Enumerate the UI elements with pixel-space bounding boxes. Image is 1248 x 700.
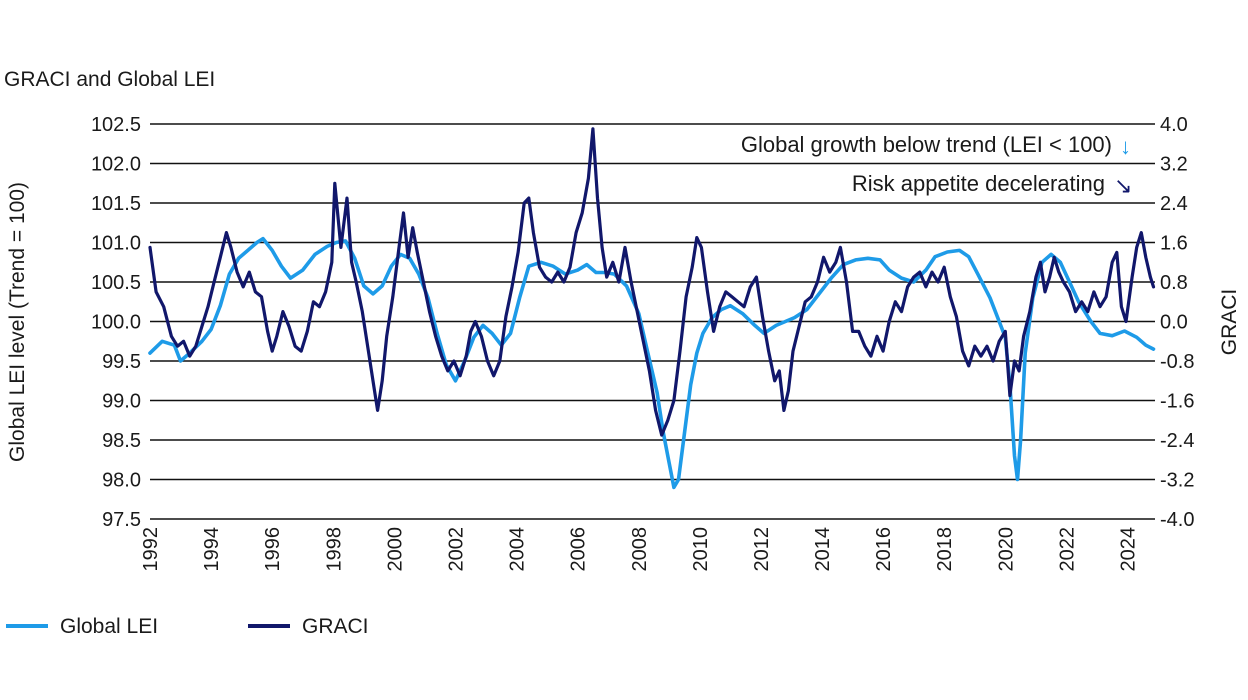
x-tick-label: 2018 [934, 527, 956, 572]
x-tick-label: 2024 [1118, 527, 1140, 572]
x-tick-label: 1992 [140, 527, 162, 572]
down-arrow-icon: ↓ [1120, 134, 1131, 159]
left-tick-label: 99.5 [102, 351, 141, 373]
x-tick-label: 2012 [751, 527, 773, 572]
legend-label: GRACI [302, 615, 369, 638]
x-tick-label: 2008 [629, 527, 651, 572]
left-tick-label: 100.5 [91, 272, 141, 294]
left-tick-label: 99.0 [102, 391, 141, 413]
right-tick-label: 1.6 [1160, 233, 1188, 255]
x-tick-label: 2010 [690, 527, 712, 572]
left-tick-label: 102.0 [91, 154, 141, 176]
legend: Global LEI GRACI [6, 615, 369, 638]
right-tick-label: 2.4 [1160, 193, 1188, 215]
right-tick-label: -0.8 [1160, 351, 1194, 373]
right-tick-label: -2.4 [1160, 430, 1194, 452]
x-tick-label: 1998 [323, 527, 345, 572]
right-tick-label: 3.2 [1160, 154, 1188, 176]
x-tick-label: 2020 [995, 527, 1017, 572]
annotation-risk: Risk appetite decelerating [852, 171, 1105, 196]
x-tick-label: 2006 [568, 527, 590, 572]
series-lines [148, 127, 1156, 490]
graci-line [148, 127, 1156, 437]
right-axis-ticks: 4.0 3.2 2.4 1.6 0.8 0.0 -0.8 -1.6 -2.4 -3.2 -4.0 [1160, 114, 1194, 531]
left-tick-label: 101.5 [91, 193, 141, 215]
right-tick-label: -3.2 [1160, 470, 1194, 492]
x-tick-label: 2004 [507, 527, 529, 572]
annotations: Global growth below trend (LEI < 100) ↓ Ri… [741, 132, 1133, 198]
x-tick-label: 2014 [812, 527, 834, 572]
right-tick-label: -1.6 [1160, 391, 1194, 413]
x-tick-label: 2002 [445, 527, 467, 572]
left-tick-label: 102.5 [91, 114, 141, 136]
chart-title: GRACI and Global LEI [4, 68, 215, 91]
down-right-arrow-icon: ↘ [1114, 173, 1132, 198]
global-lei-line [148, 236, 1156, 490]
left-tick-label: 98.5 [102, 430, 141, 452]
right-tick-label: -4.0 [1160, 509, 1194, 531]
x-tick-label: 2000 [384, 527, 406, 572]
x-tick-label: 2016 [873, 527, 895, 572]
x-axis-ticks: 1992 1994 1996 1998 2000 2002 2004 2006 2008 2010… [140, 527, 1140, 572]
right-tick-label: 0.0 [1160, 312, 1188, 334]
left-tick-label: 100.0 [91, 312, 141, 334]
right-tick-label: 4.0 [1160, 114, 1188, 136]
left-axis-label: Global LEI level (Trend = 100) [6, 182, 29, 462]
x-tick-label: 2022 [1056, 527, 1078, 572]
left-tick-label: 98.0 [102, 470, 141, 492]
annotation-growth: Global growth below trend (LEI < 100) [741, 132, 1112, 157]
left-tick-label: 97.5 [102, 509, 141, 531]
x-tick-label: 1994 [201, 527, 223, 572]
x-tick-label: 1996 [262, 527, 284, 572]
right-axis-label: GRACI [1218, 289, 1241, 356]
left-tick-label: 101.0 [91, 233, 141, 255]
legend-label: Global LEI [60, 615, 158, 638]
left-axis-ticks: 102.5 102.0 101.5 101.0 100.5 100.0 99.5 99.0 98… [91, 114, 141, 531]
gridlines [150, 123, 1155, 520]
right-tick-label: 0.8 [1160, 272, 1188, 294]
